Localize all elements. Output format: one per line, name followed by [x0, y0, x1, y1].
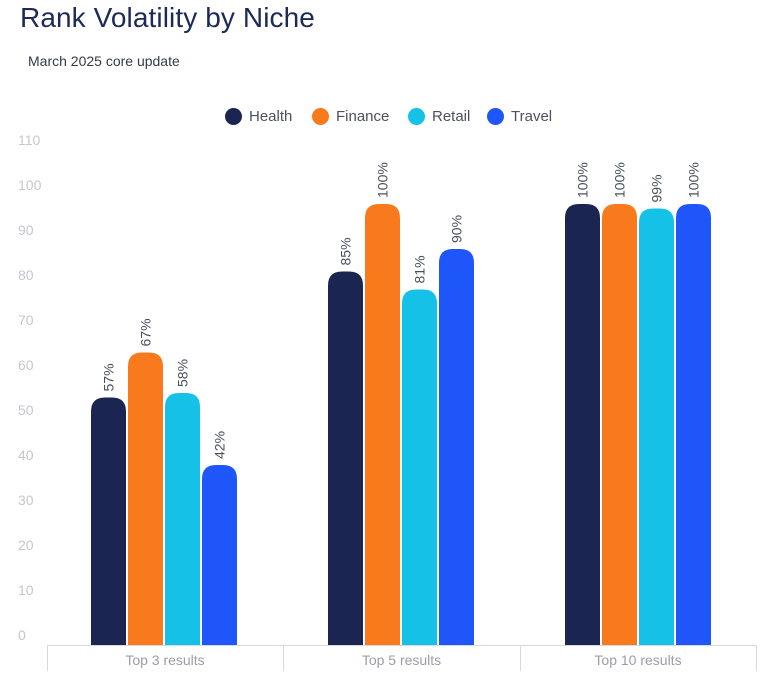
y-tick-label: 100 [18, 177, 42, 193]
bar-finance-3[interactable] [602, 204, 637, 645]
bar-health-2[interactable] [328, 271, 363, 646]
y-tick-label: 80 [18, 267, 34, 283]
legend-label: Finance [336, 107, 390, 125]
y-tick-label: 0 [18, 627, 26, 643]
data-label: 100% [375, 162, 391, 198]
bar-health-3[interactable] [565, 204, 600, 645]
y-tick-label: 40 [18, 447, 34, 463]
chart-title: Rank Volatility by Niche [20, 2, 315, 33]
legend-label: Retail [432, 107, 471, 125]
bar-travel-1[interactable] [202, 465, 237, 645]
data-label: 81% [412, 255, 428, 283]
legend: Health Finance Retail Travel [0, 103, 768, 129]
chart-subtitle: March 2025 core update [28, 53, 180, 69]
legend-label: Health [249, 107, 293, 125]
y-tick-label: 10 [18, 582, 34, 598]
legend-swatch [408, 107, 425, 125]
bar-retail-3[interactable] [639, 208, 674, 646]
data-label: 100% [686, 162, 702, 198]
data-label: 67% [138, 318, 154, 346]
data-label: 99% [649, 174, 665, 202]
data-label: 100% [575, 162, 591, 198]
legend-swatch [225, 107, 242, 125]
x-category-label: Top 5 results [362, 652, 441, 668]
data-label: 90% [449, 215, 465, 243]
legend-item-health[interactable]: Health [225, 103, 292, 129]
y-tick-label: 70 [18, 312, 34, 328]
x-category-label: Top 10 results [594, 652, 681, 668]
data-label: 42% [212, 431, 228, 459]
data-label: 100% [612, 162, 628, 198]
bar-retail-2[interactable] [402, 289, 437, 646]
bar-retail-1[interactable] [165, 393, 200, 645]
bar-finance-1[interactable] [128, 352, 163, 646]
y-tick-label: 110 [18, 132, 41, 148]
bar-health-1[interactable] [91, 397, 126, 646]
bar-travel-2[interactable] [439, 249, 474, 645]
legend-item-travel[interactable]: Travel [487, 103, 552, 129]
legend-swatch [312, 107, 329, 125]
bar-travel-3[interactable] [676, 204, 711, 645]
data-label: 58% [175, 359, 191, 387]
y-tick-label: 20 [18, 537, 34, 553]
y-tick-label: 30 [18, 492, 34, 508]
legend-item-finance[interactable]: Finance [312, 103, 389, 129]
x-category-label: Top 3 results [125, 652, 204, 668]
bar-finance-2[interactable] [365, 204, 400, 645]
legend-label: Travel [511, 107, 553, 125]
y-tick-label: 50 [18, 402, 34, 418]
legend-swatch [487, 107, 504, 125]
data-label: 57% [101, 363, 117, 391]
y-tick-label: 90 [18, 222, 34, 238]
legend-item-retail[interactable]: Retail [408, 103, 470, 129]
y-tick-label: 60 [18, 357, 34, 373]
data-label: 85% [338, 237, 354, 265]
